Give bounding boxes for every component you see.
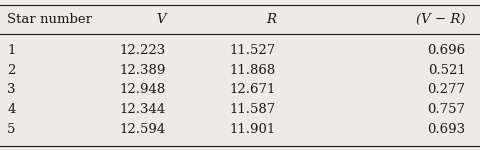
- Text: V: V: [156, 13, 166, 26]
- Text: 4: 4: [7, 103, 15, 116]
- Text: Star number: Star number: [7, 13, 92, 26]
- Text: 11.527: 11.527: [230, 44, 276, 57]
- Text: (V − R): (V − R): [416, 13, 466, 26]
- Text: 0.696: 0.696: [428, 44, 466, 57]
- Text: 0.521: 0.521: [428, 64, 466, 76]
- Text: 12.223: 12.223: [120, 44, 166, 57]
- Text: 12.671: 12.671: [229, 83, 276, 96]
- Text: 1: 1: [7, 44, 15, 57]
- Text: 12.344: 12.344: [120, 103, 166, 116]
- Text: 0.693: 0.693: [428, 123, 466, 136]
- Text: 12.389: 12.389: [119, 64, 166, 76]
- Text: 0.757: 0.757: [428, 103, 466, 116]
- Text: 0.277: 0.277: [428, 83, 466, 96]
- Text: 5: 5: [7, 123, 15, 136]
- Text: 12.948: 12.948: [120, 83, 166, 96]
- Text: 11.901: 11.901: [230, 123, 276, 136]
- Text: 2: 2: [7, 64, 15, 76]
- Text: 12.594: 12.594: [120, 123, 166, 136]
- Text: 11.868: 11.868: [230, 64, 276, 76]
- Text: 11.587: 11.587: [230, 103, 276, 116]
- Text: R: R: [266, 13, 276, 26]
- Text: 3: 3: [7, 83, 16, 96]
